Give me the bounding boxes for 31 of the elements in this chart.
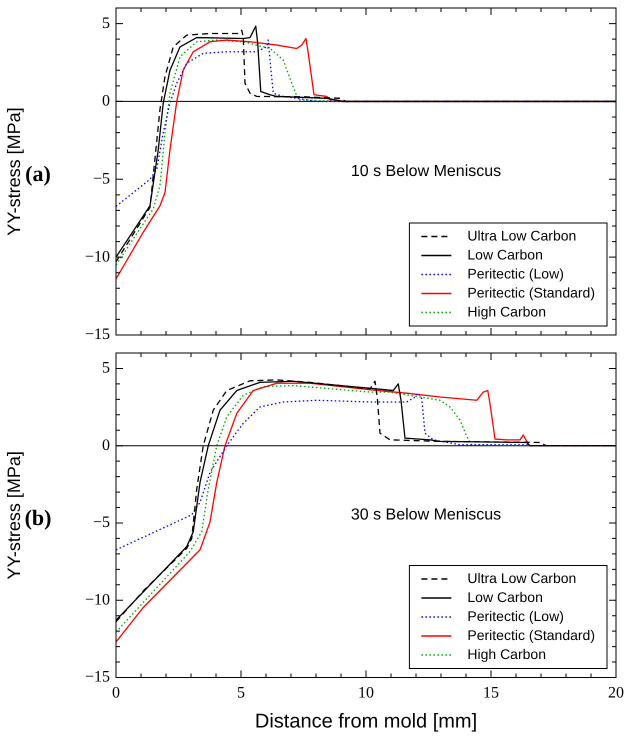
y-tick-label: −15 <box>84 668 110 686</box>
legend-label: High Carbon <box>467 646 546 662</box>
text: (b) <box>24 504 52 530</box>
annotation: 10 s Below Meniscus <box>350 162 502 180</box>
legend-label: Low Carbon <box>467 246 543 262</box>
text: (a) <box>25 161 51 186</box>
legend-label: Low Carbon <box>467 588 543 605</box>
y-tick-label: 0 <box>102 92 110 110</box>
legend-label: High Carbon <box>467 303 546 320</box>
legend-label: Ultra Low Carbon <box>467 227 576 244</box>
x-tick-label: 10 <box>358 684 374 702</box>
x-tick-label: 15 <box>483 684 499 702</box>
y-tick-label: 5 <box>102 14 110 32</box>
y-tick-label: −5 <box>92 170 110 188</box>
legend-label: Peritectic (Low) <box>467 608 564 624</box>
y-tick-label: 5 <box>102 360 110 377</box>
y-tick-label: −10 <box>84 248 110 266</box>
annotation: 30 s Below Meniscus <box>350 506 502 524</box>
x-tick-label: 5 <box>237 684 245 702</box>
y-axis-title: YY-stress [MPa] <box>4 451 24 580</box>
y-tick-label: −5 <box>92 514 110 532</box>
x-axis-title: Distance from mold [mm] <box>254 710 478 733</box>
x-tick-label: 20 <box>608 684 624 702</box>
y-tick-label: −10 <box>84 591 110 608</box>
y-tick-label: 0 <box>102 436 110 454</box>
legend-label: Peritectic (Low) <box>467 265 564 282</box>
legend-label: Ultra Low Carbon <box>467 570 576 586</box>
legend-label: Peritectic (Standard) <box>467 284 596 300</box>
legend-label: Peritectic (Standard) <box>467 626 596 643</box>
y-axis-title: YY-stress [MPa] <box>4 107 24 236</box>
y-tick-label: −15 <box>84 326 110 344</box>
